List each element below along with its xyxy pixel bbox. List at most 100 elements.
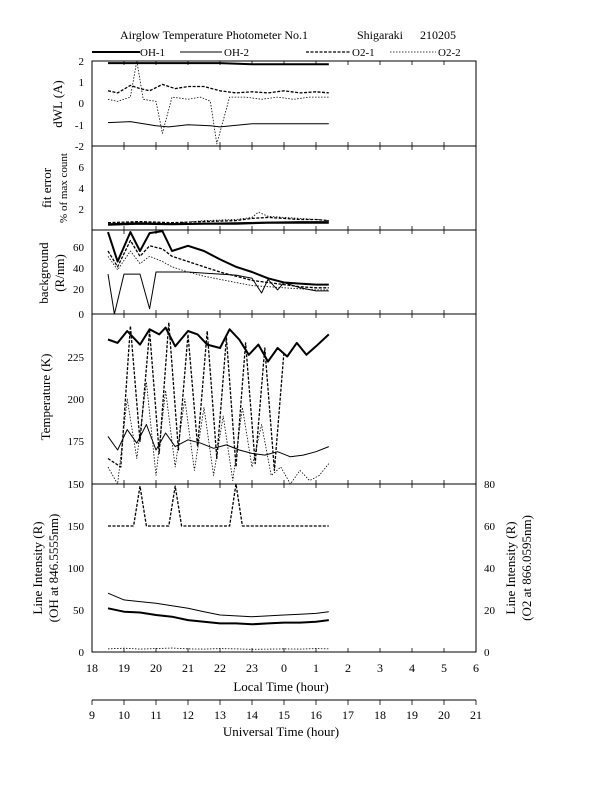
series-line-o22 xyxy=(107,381,330,484)
panel-frame-dwl xyxy=(91,60,477,147)
ytick-intensity-left: 150 xyxy=(68,521,85,533)
panel-4-series xyxy=(107,484,329,650)
panel-frame-background xyxy=(91,229,477,315)
ylabel-intensity-left: Line Intensity (R) xyxy=(30,521,45,614)
series-line-o21 xyxy=(107,321,285,472)
series-line-o22 xyxy=(107,647,329,650)
ytick-background: 0 xyxy=(79,309,85,321)
legend-label-o21: O2-1 xyxy=(352,47,375,59)
universal-time-tick-label: 13 xyxy=(214,708,226,722)
universal-time-tick-label: 17 xyxy=(342,708,354,722)
series-line-oh2 xyxy=(107,121,329,128)
local-time-axis: 18 19 20 21 22 23 0 1 2 3 4 5 6 xyxy=(86,661,479,675)
figure-title: Airglow Temperature Photometer No.1 xyxy=(120,28,308,42)
panel-frame-fit-error xyxy=(91,145,477,231)
local-time-tick-label: 23 xyxy=(246,661,258,675)
local-time-tick-label: 20 xyxy=(150,661,162,675)
universal-time-tick-label: 18 xyxy=(374,708,386,722)
ylabel-dwl: dWL (A) xyxy=(50,80,65,128)
local-time-tick-label: 6 xyxy=(473,661,479,675)
ytick-fit-error: 2 xyxy=(79,204,85,216)
ytick-intensity-left: 50 xyxy=(73,605,85,617)
universal-time-tick-label: 21 xyxy=(470,708,482,722)
xlabel-universal-time: Universal Time (hour) xyxy=(223,724,339,739)
ytick-intensity-right: 0 xyxy=(484,647,490,659)
panel-2-series xyxy=(107,230,329,314)
ytick-dwl: 0 xyxy=(79,98,85,110)
series-line-oh2 xyxy=(107,271,329,314)
legend-label-oh2: OH-2 xyxy=(224,47,249,59)
series-line-o21 xyxy=(107,239,329,289)
local-time-tick-label: 21 xyxy=(182,661,194,675)
local-time-tick-label: 0 xyxy=(281,661,287,675)
tick-marks xyxy=(91,61,477,652)
ytick-background: 60 xyxy=(73,242,85,254)
ylabel-fit-error: fit error xyxy=(39,167,54,208)
universal-time-tick-label: 16 xyxy=(310,708,322,722)
series-line-o21 xyxy=(107,216,329,224)
universal-time-axis: 9 10 11 12 13 14 15 16 17 18 19 20 21 xyxy=(89,700,482,722)
panel-3-series xyxy=(107,321,330,484)
panel-1-series xyxy=(107,211,329,226)
plot-layer xyxy=(107,61,330,650)
series-line-oh1 xyxy=(107,230,329,286)
legend-label-o22: O2-2 xyxy=(438,47,461,59)
local-time-tick-label: 18 xyxy=(86,661,98,675)
ytick-temperature: 150 xyxy=(68,479,85,491)
ytick-dwl: -2 xyxy=(75,141,84,153)
local-time-tick-label: 19 xyxy=(118,661,130,675)
ylabel-intensity-right: Line Intensity (R) xyxy=(503,521,518,614)
universal-time-tick-label: 9 xyxy=(89,708,95,722)
series-line-oh1 xyxy=(108,62,329,66)
series-line-oh1 xyxy=(107,607,329,626)
local-time-tick-label: 22 xyxy=(214,661,226,675)
panel-frame-temperature xyxy=(91,313,477,485)
ytick-dwl: -1 xyxy=(75,120,84,132)
universal-time-tick-label: 19 xyxy=(406,708,418,722)
local-time-tick-label: 2 xyxy=(345,661,351,675)
ylabel2-fit-error: % of max count xyxy=(58,153,70,223)
panel-frame-line-intensity xyxy=(91,483,477,653)
universal-time-tick-label: 14 xyxy=(246,708,258,722)
ytick-fit-error: 4 xyxy=(79,183,85,195)
ytick-temperature: 200 xyxy=(68,394,85,406)
ylabel2-intensity-left: (OH at 846.5555nm) xyxy=(46,514,61,623)
ytick-fit-error: 6 xyxy=(79,162,85,174)
universal-time-tick-label: 11 xyxy=(150,708,162,722)
universal-time-tick-label: 12 xyxy=(182,708,194,722)
date-label: 210205 xyxy=(420,28,456,42)
xlabel-local-time: Local Time (hour) xyxy=(233,679,328,694)
ytick-intensity-right: 60 xyxy=(484,521,496,533)
ytick-intensity-right: 40 xyxy=(484,563,496,575)
local-time-tick-label: 3 xyxy=(377,661,383,675)
ytick-temperature: 225 xyxy=(68,352,85,364)
ylabel-temperature: Temperature (K) xyxy=(38,354,53,441)
universal-time-tick-label: 15 xyxy=(278,708,290,722)
series-line-o22 xyxy=(107,61,329,145)
ylabel2-intensity-right: (O2 at 866.0595nm) xyxy=(519,515,534,621)
legend: OH-1 OH-2 O2-1 O2-2 xyxy=(92,47,461,59)
series-line-o21 xyxy=(107,83,329,94)
ylabel-background: background xyxy=(36,242,51,304)
series-line-oh1 xyxy=(107,326,330,363)
ylabel2-background: (R/nm) xyxy=(52,254,67,292)
legend-label-oh1: OH-1 xyxy=(140,47,165,59)
series-line-o21 xyxy=(108,484,329,527)
ytick-intensity-left: 100 xyxy=(68,563,85,575)
universal-time-tick-label: 10 xyxy=(118,708,130,722)
ytick-intensity-right: 20 xyxy=(484,605,496,617)
panel-0-series xyxy=(107,61,329,145)
ytick-dwl: 2 xyxy=(79,56,85,68)
local-time-tick-label: 4 xyxy=(409,661,415,675)
universal-time-tick-label: 20 xyxy=(438,708,450,722)
ytick-background: 40 xyxy=(73,263,85,275)
ytick-temperature: 175 xyxy=(68,436,85,448)
series-line-oh2 xyxy=(107,592,329,618)
series-line-oh1 xyxy=(107,221,329,226)
ytick-intensity-right: 80 xyxy=(484,479,496,491)
local-time-tick-label: 5 xyxy=(441,661,447,675)
ytick-intensity-left: 0 xyxy=(79,647,85,659)
site-label: Shigaraki xyxy=(357,28,404,42)
ytick-background: 20 xyxy=(73,284,85,296)
